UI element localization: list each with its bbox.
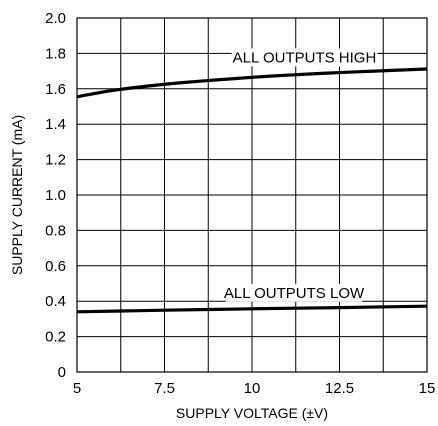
- x-tick-label: 7.5: [154, 380, 175, 397]
- x-tick-labels: 5 7.5 10 12.5 15: [73, 380, 436, 397]
- y-tick-label: 0.2: [45, 329, 66, 346]
- y-tick-label: 0.6: [45, 258, 66, 275]
- y-tick-labels: 0 0.2 0.4 0.6 0.8 1.0 1.2 1.4 1.6 1.8 2.0: [45, 10, 66, 381]
- x-axis-label: SUPPLY VOLTAGE (±V): [176, 405, 328, 421]
- y-tick-label: 1.4: [45, 116, 66, 133]
- y-tick-label: 2.0: [45, 10, 66, 27]
- annotation-background: [231, 48, 378, 67]
- y-tick-label: 0.4: [45, 293, 66, 310]
- plot-frame: [76, 17, 428, 373]
- y-axis-label: SUPPLY CURRENT (mA): [9, 115, 25, 275]
- y-tick-label: 1.8: [45, 45, 66, 62]
- x-tick-label: 12.5: [325, 380, 354, 397]
- annotation-all-outputs-high: ALL OUTPUTS HIGH: [233, 49, 377, 66]
- series-line-all-outputs-high: [76, 67, 428, 99]
- series-group: [76, 67, 428, 314]
- annotation-all-outputs-low: ALL OUTPUTS LOW: [224, 285, 365, 302]
- annotation-group: ALL OUTPUTS HIGH ALL OUTPUTS LOW: [224, 48, 378, 302]
- series-line-all-outputs-low: [76, 304, 428, 314]
- y-tick-label: 1.0: [45, 187, 66, 204]
- x-tick-label: 10: [244, 380, 261, 397]
- y-tick-label: 0.8: [45, 222, 66, 239]
- annotation-background: [225, 283, 363, 302]
- y-tick-label: 1.6: [45, 81, 66, 98]
- x-tick-label: 5: [73, 380, 81, 397]
- y-tick-label: 0: [58, 364, 66, 381]
- y-tick-label: 1.2: [45, 152, 66, 169]
- x-tick-label: 15: [419, 380, 436, 397]
